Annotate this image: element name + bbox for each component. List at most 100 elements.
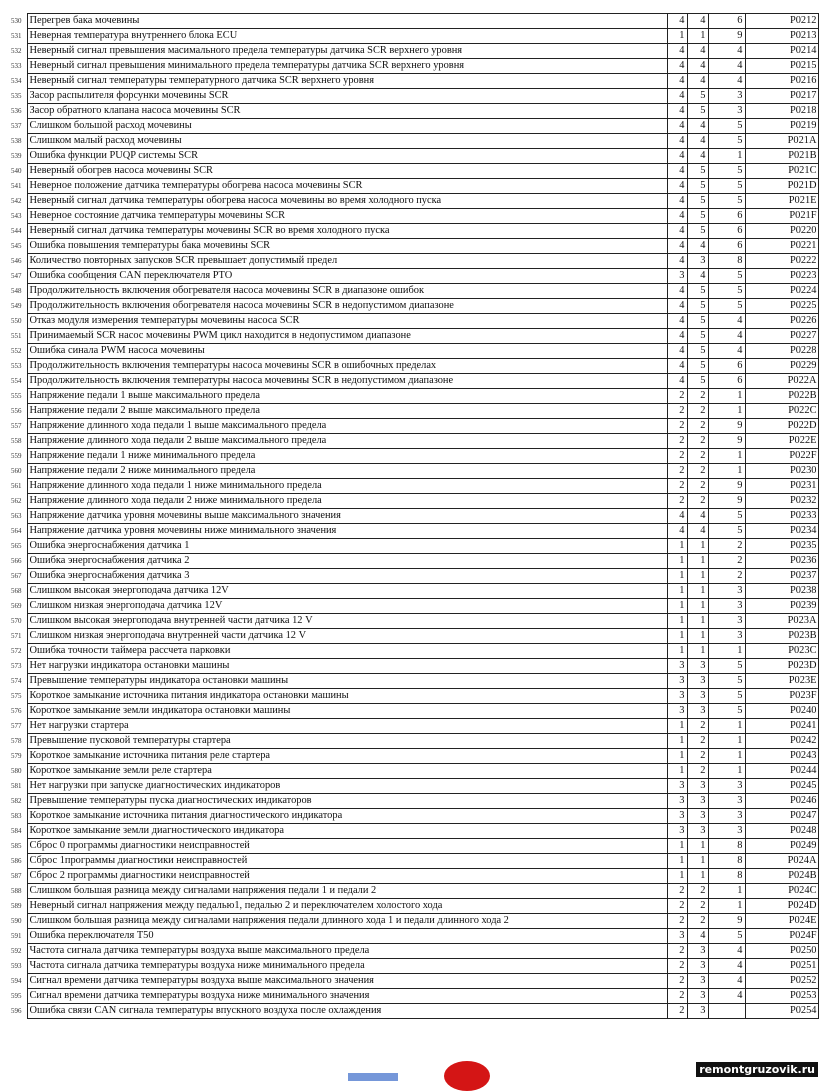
page-footer: remontgruzovik.ru <box>0 1040 820 1091</box>
table-row: 569 Слишком низкая энергоподача датчика 1… <box>10 598 819 614</box>
value-b: 2 <box>686 433 709 449</box>
value-b: 2 <box>686 448 709 464</box>
fault-code: P0230 <box>744 463 819 479</box>
value-a: 1 <box>666 553 688 569</box>
fault-description: Продолжительность включения температуры … <box>26 358 668 374</box>
table-row: 575 Короткое замыкание источника питания … <box>10 688 819 704</box>
fault-code: P0252 <box>744 973 819 989</box>
value-a: 4 <box>666 58 688 74</box>
value-c: 3 <box>707 793 746 809</box>
value-b: 1 <box>686 598 709 614</box>
value-a: 3 <box>666 673 688 689</box>
fault-code: P0234 <box>744 523 819 539</box>
fault-code: P024E <box>744 913 819 929</box>
table-row: 596 Ошибка связи CAN сигнала температуры … <box>10 1003 819 1019</box>
table-row: 574 Превышение температуры индикатора ост… <box>10 673 819 689</box>
value-b: 4 <box>686 118 709 134</box>
value-c: 4 <box>707 58 746 74</box>
value-b: 4 <box>686 58 709 74</box>
fault-description: Неверный сигнал напряжения между педалью… <box>26 898 668 914</box>
fault-code: P0246 <box>744 793 819 809</box>
value-a: 1 <box>666 763 688 779</box>
table-row: 595 Сигнал времени датчика температуры во… <box>10 988 819 1004</box>
table-row: 551 Принимаемый SCR насос мочевины PWM ци… <box>10 328 819 344</box>
row-number: 535 <box>10 88 28 104</box>
value-a: 4 <box>666 253 688 269</box>
value-a: 4 <box>666 88 688 104</box>
value-b: 3 <box>686 943 709 959</box>
value-b: 4 <box>686 73 709 89</box>
value-b: 5 <box>686 103 709 119</box>
value-c: 1 <box>707 748 746 764</box>
value-b: 2 <box>686 913 709 929</box>
value-c: 4 <box>707 943 746 959</box>
fault-code: P0249 <box>744 838 819 854</box>
value-c: 9 <box>707 433 746 449</box>
fault-description: Сброс 0 программы диагностики неисправно… <box>26 838 668 854</box>
value-b: 3 <box>686 823 709 839</box>
table-row: 583 Короткое замыкание источника питания … <box>10 808 819 824</box>
table-row: 580 Короткое замыкание земли реле стартер… <box>10 763 819 779</box>
table-row: 564 Напряжение датчика уровня мочевины ни… <box>10 523 819 539</box>
row-number: 538 <box>10 133 28 149</box>
row-number: 576 <box>10 703 28 719</box>
fault-description: Сброс 2 программы диагностики неисправно… <box>26 868 668 884</box>
fault-description: Напряжение длинного хода педали 2 выше м… <box>26 433 668 449</box>
logo-fragment <box>348 1073 398 1081</box>
value-b: 5 <box>686 223 709 239</box>
fault-code: P024C <box>744 883 819 899</box>
value-b: 4 <box>686 13 709 29</box>
table-row: 532 Неверный сигнал превышения масимально… <box>10 43 819 59</box>
value-a: 4 <box>666 523 688 539</box>
fault-description: Короткое замыкание земли диагностическог… <box>26 823 668 839</box>
table-row: 554 Продолжительность включения температу… <box>10 373 819 389</box>
value-b: 4 <box>686 133 709 149</box>
value-a: 4 <box>666 208 688 224</box>
fault-description: Продолжительность включения обогревателя… <box>26 283 668 299</box>
fault-description: Ошибка точности таймера рассчета парковк… <box>26 643 668 659</box>
row-number: 582 <box>10 793 28 809</box>
fault-description: Напряжение длинного хода педали 1 ниже м… <box>26 478 668 494</box>
value-a: 1 <box>666 613 688 629</box>
value-c: 1 <box>707 463 746 479</box>
value-b: 5 <box>686 373 709 389</box>
value-c: 5 <box>707 703 746 719</box>
value-a: 3 <box>666 688 688 704</box>
value-a: 2 <box>666 478 688 494</box>
value-c: 8 <box>707 853 746 869</box>
fault-code: P0223 <box>744 268 819 284</box>
fault-code: P0242 <box>744 733 819 749</box>
table-row: 566 Ошибка энергоснабжения датчика 2 1 1 2 P0… <box>10 553 819 569</box>
value-b: 2 <box>686 898 709 914</box>
value-c: 1 <box>707 718 746 734</box>
value-c: 6 <box>707 13 746 29</box>
value-c: 4 <box>707 973 746 989</box>
fault-description: Напряжение педали 2 выше максимального п… <box>26 403 668 419</box>
row-number: 577 <box>10 718 28 734</box>
value-b: 3 <box>686 988 709 1004</box>
value-c: 3 <box>707 583 746 599</box>
fault-description: Слишком большая разница между сигналами … <box>26 883 668 899</box>
value-b: 4 <box>686 268 709 284</box>
fault-description: Слишком большой расход мочевины <box>26 118 668 134</box>
value-a: 3 <box>666 268 688 284</box>
table-row: 538 Слишком малый расход мочевины 4 4 5 P021A <box>10 133 819 149</box>
value-c: 5 <box>707 178 746 194</box>
fault-code: P0214 <box>744 43 819 59</box>
value-c: 5 <box>707 928 746 944</box>
fault-code: P0243 <box>744 748 819 764</box>
fault-code: P024D <box>744 898 819 914</box>
fault-description: Продолжительность включения температуры … <box>26 373 668 389</box>
value-b: 3 <box>686 808 709 824</box>
fault-description: Сигнал времени датчика температуры возду… <box>26 988 668 1004</box>
value-c: 6 <box>707 223 746 239</box>
fault-description: Короткое замыкание источника питания диа… <box>26 808 668 824</box>
fault-description: Продолжительность включения обогревателя… <box>26 298 668 314</box>
fault-description: Нет нагрузки стартера <box>26 718 668 734</box>
value-c: 3 <box>707 778 746 794</box>
row-number: 579 <box>10 748 28 764</box>
row-number: 554 <box>10 373 28 389</box>
row-number: 548 <box>10 283 28 299</box>
fault-code: P021E <box>744 193 819 209</box>
fault-code: P023D <box>744 658 819 674</box>
